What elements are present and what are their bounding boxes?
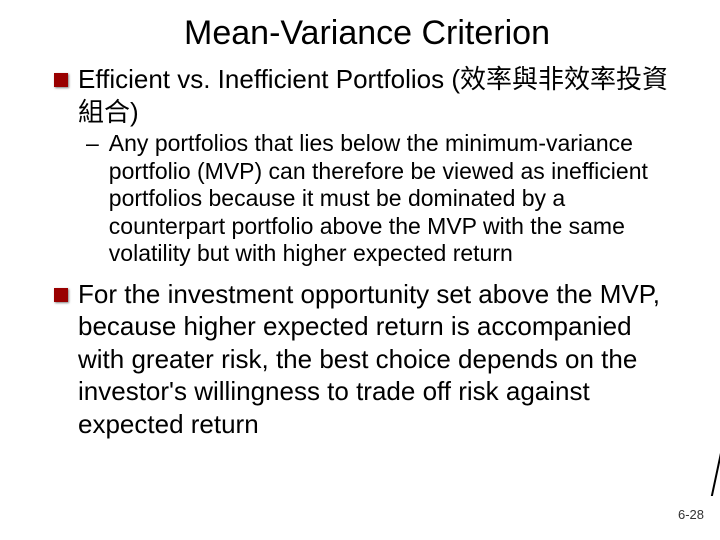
bullet-text-1: Efficient vs. Inefficient Portfolios (效率… xyxy=(78,63,680,128)
bullet-text-2: For the investment opportunity set above… xyxy=(78,278,680,441)
page-number: 6-28 xyxy=(678,507,704,522)
sub-bullet-text-1: Any portfolios that lies below the minim… xyxy=(109,130,680,268)
bullet-icon xyxy=(54,288,68,302)
bullet-item-2: For the investment opportunity set above… xyxy=(54,278,680,441)
slide-title: Mean-Variance Criterion xyxy=(54,14,680,53)
sub-bullet-1: – Any portfolios that lies below the min… xyxy=(86,130,680,268)
dash-icon: – xyxy=(86,130,99,158)
corner-decoration xyxy=(686,406,720,496)
bullet-item-1: Efficient vs. Inefficient Portfolios (效率… xyxy=(54,63,680,128)
slide-container: Mean-Variance Criterion Efficient vs. In… xyxy=(0,0,720,540)
bullet-icon xyxy=(54,73,68,87)
